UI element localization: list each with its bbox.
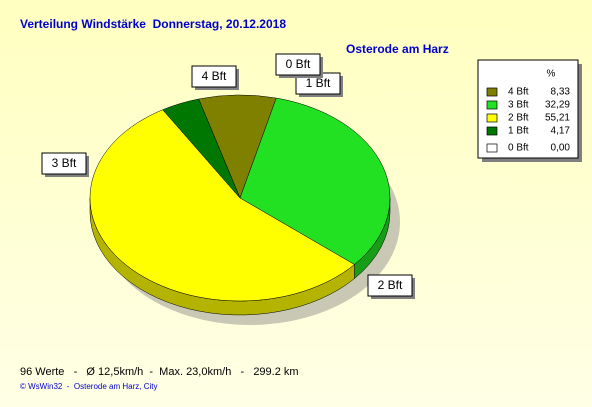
label-box	[275, 53, 321, 76]
chart-title: Verteilung Windstärke Donnerstag, 20.12.…	[20, 17, 286, 31]
legend-label: 3 Bft	[508, 100, 529, 111]
label-box	[191, 65, 237, 88]
slice-label: 4 Bft	[202, 69, 227, 83]
legend-value: 0,00	[551, 143, 571, 154]
legend-header: %	[547, 69, 556, 80]
legend-value: 55,21	[545, 113, 570, 124]
legend-swatch	[486, 87, 498, 97]
legend-swatch	[486, 143, 498, 153]
pie-slice	[89, 109, 355, 302]
legend-value: 8,33	[551, 87, 571, 98]
legend-swatch	[486, 100, 498, 110]
label-box	[367, 274, 413, 297]
pie-slice	[239, 97, 391, 265]
legend-swatch	[486, 113, 498, 123]
legend-label: 2 Bft	[508, 113, 529, 124]
label-box	[41, 152, 87, 175]
slice-label: 1 Bft	[306, 76, 331, 90]
slice-label: 2 Bft	[378, 278, 403, 292]
pie-slice	[162, 98, 241, 199]
legend-label: 0 Bft	[508, 143, 529, 154]
slice-label: 3 Bft	[52, 156, 77, 170]
legend-value: 32,29	[545, 100, 570, 111]
slice-label: 0 Bft	[286, 57, 311, 71]
legend-swatch	[486, 126, 498, 136]
legend-value: 4,17	[551, 126, 571, 137]
footer: 96 Werte - Ø 12,5km/h - Max. 23,0km/h - …	[20, 366, 299, 378]
credit: © WsWin32 - Osterode am Harz, City	[20, 382, 157, 391]
chart-subtitle: Osterode am Harz	[346, 42, 449, 56]
legend-label: 4 Bft	[508, 87, 529, 98]
legend-label: 1 Bft	[508, 126, 529, 137]
